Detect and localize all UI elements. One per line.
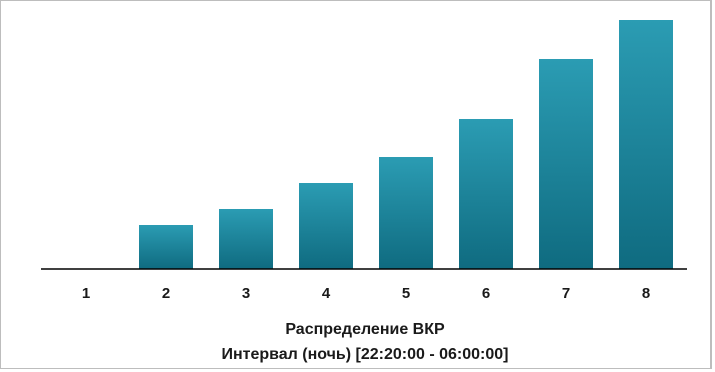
x-tick-label-7: 7 xyxy=(562,285,570,302)
bars-group xyxy=(139,20,673,269)
bar-7 xyxy=(539,59,593,269)
x-tick-label-8: 8 xyxy=(642,285,650,302)
chart-title: Распределение ВКР xyxy=(285,321,445,338)
bar-3 xyxy=(219,209,273,269)
x-tick-label-2: 2 xyxy=(162,285,170,302)
x-tick-label-5: 5 xyxy=(402,285,410,302)
bar-6 xyxy=(459,119,513,269)
bar-8 xyxy=(619,20,673,269)
x-tick-label-1: 1 xyxy=(82,285,90,302)
x-tick-label-4: 4 xyxy=(322,285,331,302)
x-tick-label-3: 3 xyxy=(242,285,250,302)
chart-subtitle: Интервал (ночь) [22:20:00 - 06:00:00] xyxy=(221,346,508,363)
x-tick-labels: 1 2 3 4 5 6 7 8 xyxy=(82,285,650,302)
x-tick-label-6: 6 xyxy=(482,285,490,302)
bar-4 xyxy=(299,183,353,269)
bar-2 xyxy=(139,225,193,269)
bar-5 xyxy=(379,157,433,269)
